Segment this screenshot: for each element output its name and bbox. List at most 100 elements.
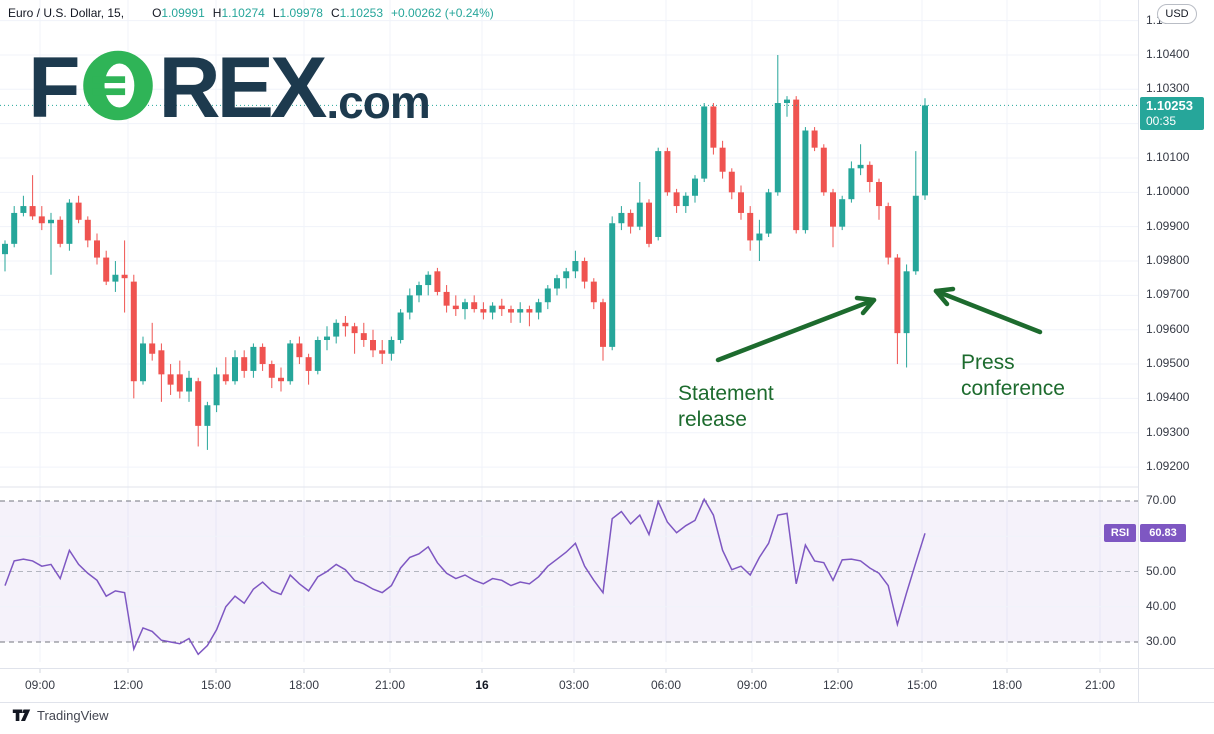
symbol-title[interactable]: Euro / U.S. Dollar, 15, xyxy=(8,6,125,20)
candle[interactable] xyxy=(434,267,441,296)
candle[interactable] xyxy=(590,278,597,310)
candle[interactable] xyxy=(140,336,146,385)
chart-canvas[interactable] xyxy=(0,0,1138,702)
candle[interactable] xyxy=(498,298,505,316)
candle[interactable] xyxy=(646,199,652,248)
candle[interactable] xyxy=(719,140,726,179)
candle[interactable] xyxy=(811,127,818,152)
candle[interactable] xyxy=(830,188,836,248)
candle[interactable] xyxy=(11,206,18,248)
candle[interactable] xyxy=(894,254,901,365)
candle[interactable] xyxy=(314,336,321,375)
candle[interactable] xyxy=(342,315,349,337)
candle[interactable] xyxy=(130,274,137,399)
candle[interactable] xyxy=(167,364,174,395)
candle[interactable] xyxy=(489,302,496,320)
candle[interactable] xyxy=(747,206,754,251)
candle[interactable] xyxy=(296,336,303,365)
candle[interactable] xyxy=(682,192,689,213)
candle[interactable] xyxy=(692,175,698,203)
candle[interactable] xyxy=(388,336,395,361)
candle[interactable] xyxy=(618,206,625,231)
candle[interactable] xyxy=(38,206,45,231)
candle[interactable] xyxy=(600,298,606,361)
candle[interactable] xyxy=(103,250,110,286)
candle[interactable] xyxy=(756,219,763,262)
candle[interactable] xyxy=(204,401,211,450)
candle[interactable] xyxy=(195,377,202,447)
candle[interactable] xyxy=(176,360,183,399)
candle[interactable] xyxy=(866,161,873,193)
candle[interactable] xyxy=(324,326,330,351)
candle[interactable] xyxy=(94,233,100,265)
candle[interactable] xyxy=(774,54,781,196)
candle[interactable] xyxy=(508,305,514,323)
candle[interactable] xyxy=(84,216,91,248)
candle[interactable] xyxy=(627,209,634,234)
candle[interactable] xyxy=(241,350,248,378)
candle[interactable] xyxy=(820,144,827,196)
candle[interactable] xyxy=(370,329,376,358)
candle[interactable] xyxy=(701,103,708,183)
candle[interactable] xyxy=(278,367,284,392)
candle[interactable] xyxy=(922,98,928,200)
candle[interactable] xyxy=(287,340,294,385)
candle[interactable] xyxy=(222,357,229,385)
candle[interactable] xyxy=(149,322,156,361)
candle[interactable] xyxy=(857,144,864,176)
candle[interactable] xyxy=(784,96,790,117)
candle[interactable] xyxy=(544,285,551,310)
candle[interactable] xyxy=(535,298,542,320)
candle[interactable] xyxy=(517,302,524,323)
candle[interactable] xyxy=(554,274,560,296)
candle[interactable] xyxy=(839,195,846,231)
candle[interactable] xyxy=(397,309,404,344)
candle[interactable] xyxy=(876,178,882,220)
candle[interactable] xyxy=(912,151,919,275)
candle[interactable] xyxy=(471,295,478,313)
candle[interactable] xyxy=(29,175,36,220)
candle[interactable] xyxy=(351,322,358,354)
candle[interactable] xyxy=(765,188,772,237)
candle[interactable] xyxy=(728,168,735,200)
candle[interactable] xyxy=(259,343,266,371)
candle[interactable] xyxy=(425,271,432,296)
candle[interactable] xyxy=(710,103,717,155)
candle[interactable] xyxy=(333,319,340,344)
time-axis[interactable]: 09:00 12:00 15:00 18:00 21:00 16 03:00 06:00 09:… xyxy=(0,668,1138,702)
currency-toggle-button[interactable]: USD xyxy=(1157,4,1197,24)
candle[interactable] xyxy=(250,343,257,378)
candle[interactable] xyxy=(66,199,73,251)
candle[interactable] xyxy=(360,322,367,347)
candle[interactable] xyxy=(462,298,468,320)
candle[interactable] xyxy=(158,343,165,402)
candle[interactable] xyxy=(443,285,450,313)
candle[interactable] xyxy=(20,195,27,217)
candle[interactable] xyxy=(416,281,422,303)
candle[interactable] xyxy=(581,257,588,289)
candle[interactable] xyxy=(526,305,533,327)
candle[interactable] xyxy=(112,261,119,292)
candle[interactable] xyxy=(664,147,671,196)
candle[interactable] xyxy=(903,264,910,368)
candle[interactable] xyxy=(793,96,800,234)
candle[interactable] xyxy=(848,161,855,203)
candle[interactable] xyxy=(75,195,82,224)
candle[interactable] xyxy=(563,267,570,289)
candle[interactable] xyxy=(452,295,459,316)
rsi-label-chip[interactable]: RSI xyxy=(1104,524,1136,543)
candle[interactable] xyxy=(636,182,643,231)
candle[interactable] xyxy=(213,367,220,413)
candle[interactable] xyxy=(232,350,238,385)
footer-brand[interactable]: TradingView xyxy=(12,707,109,723)
candle[interactable] xyxy=(673,188,680,213)
candle[interactable] xyxy=(655,147,662,241)
price-axis[interactable]: 1.105001.104001.103001.101001.100001.099… xyxy=(1104,0,1214,702)
candle[interactable] xyxy=(2,240,8,272)
candle[interactable] xyxy=(609,216,616,351)
candle[interactable] xyxy=(379,340,386,365)
candle[interactable] xyxy=(802,127,809,234)
candle[interactable] xyxy=(738,185,744,220)
candle[interactable] xyxy=(406,288,413,320)
symbol-legend[interactable]: Euro / U.S. Dollar, 15, O1.09991 H1.10274 L… xyxy=(8,6,494,20)
